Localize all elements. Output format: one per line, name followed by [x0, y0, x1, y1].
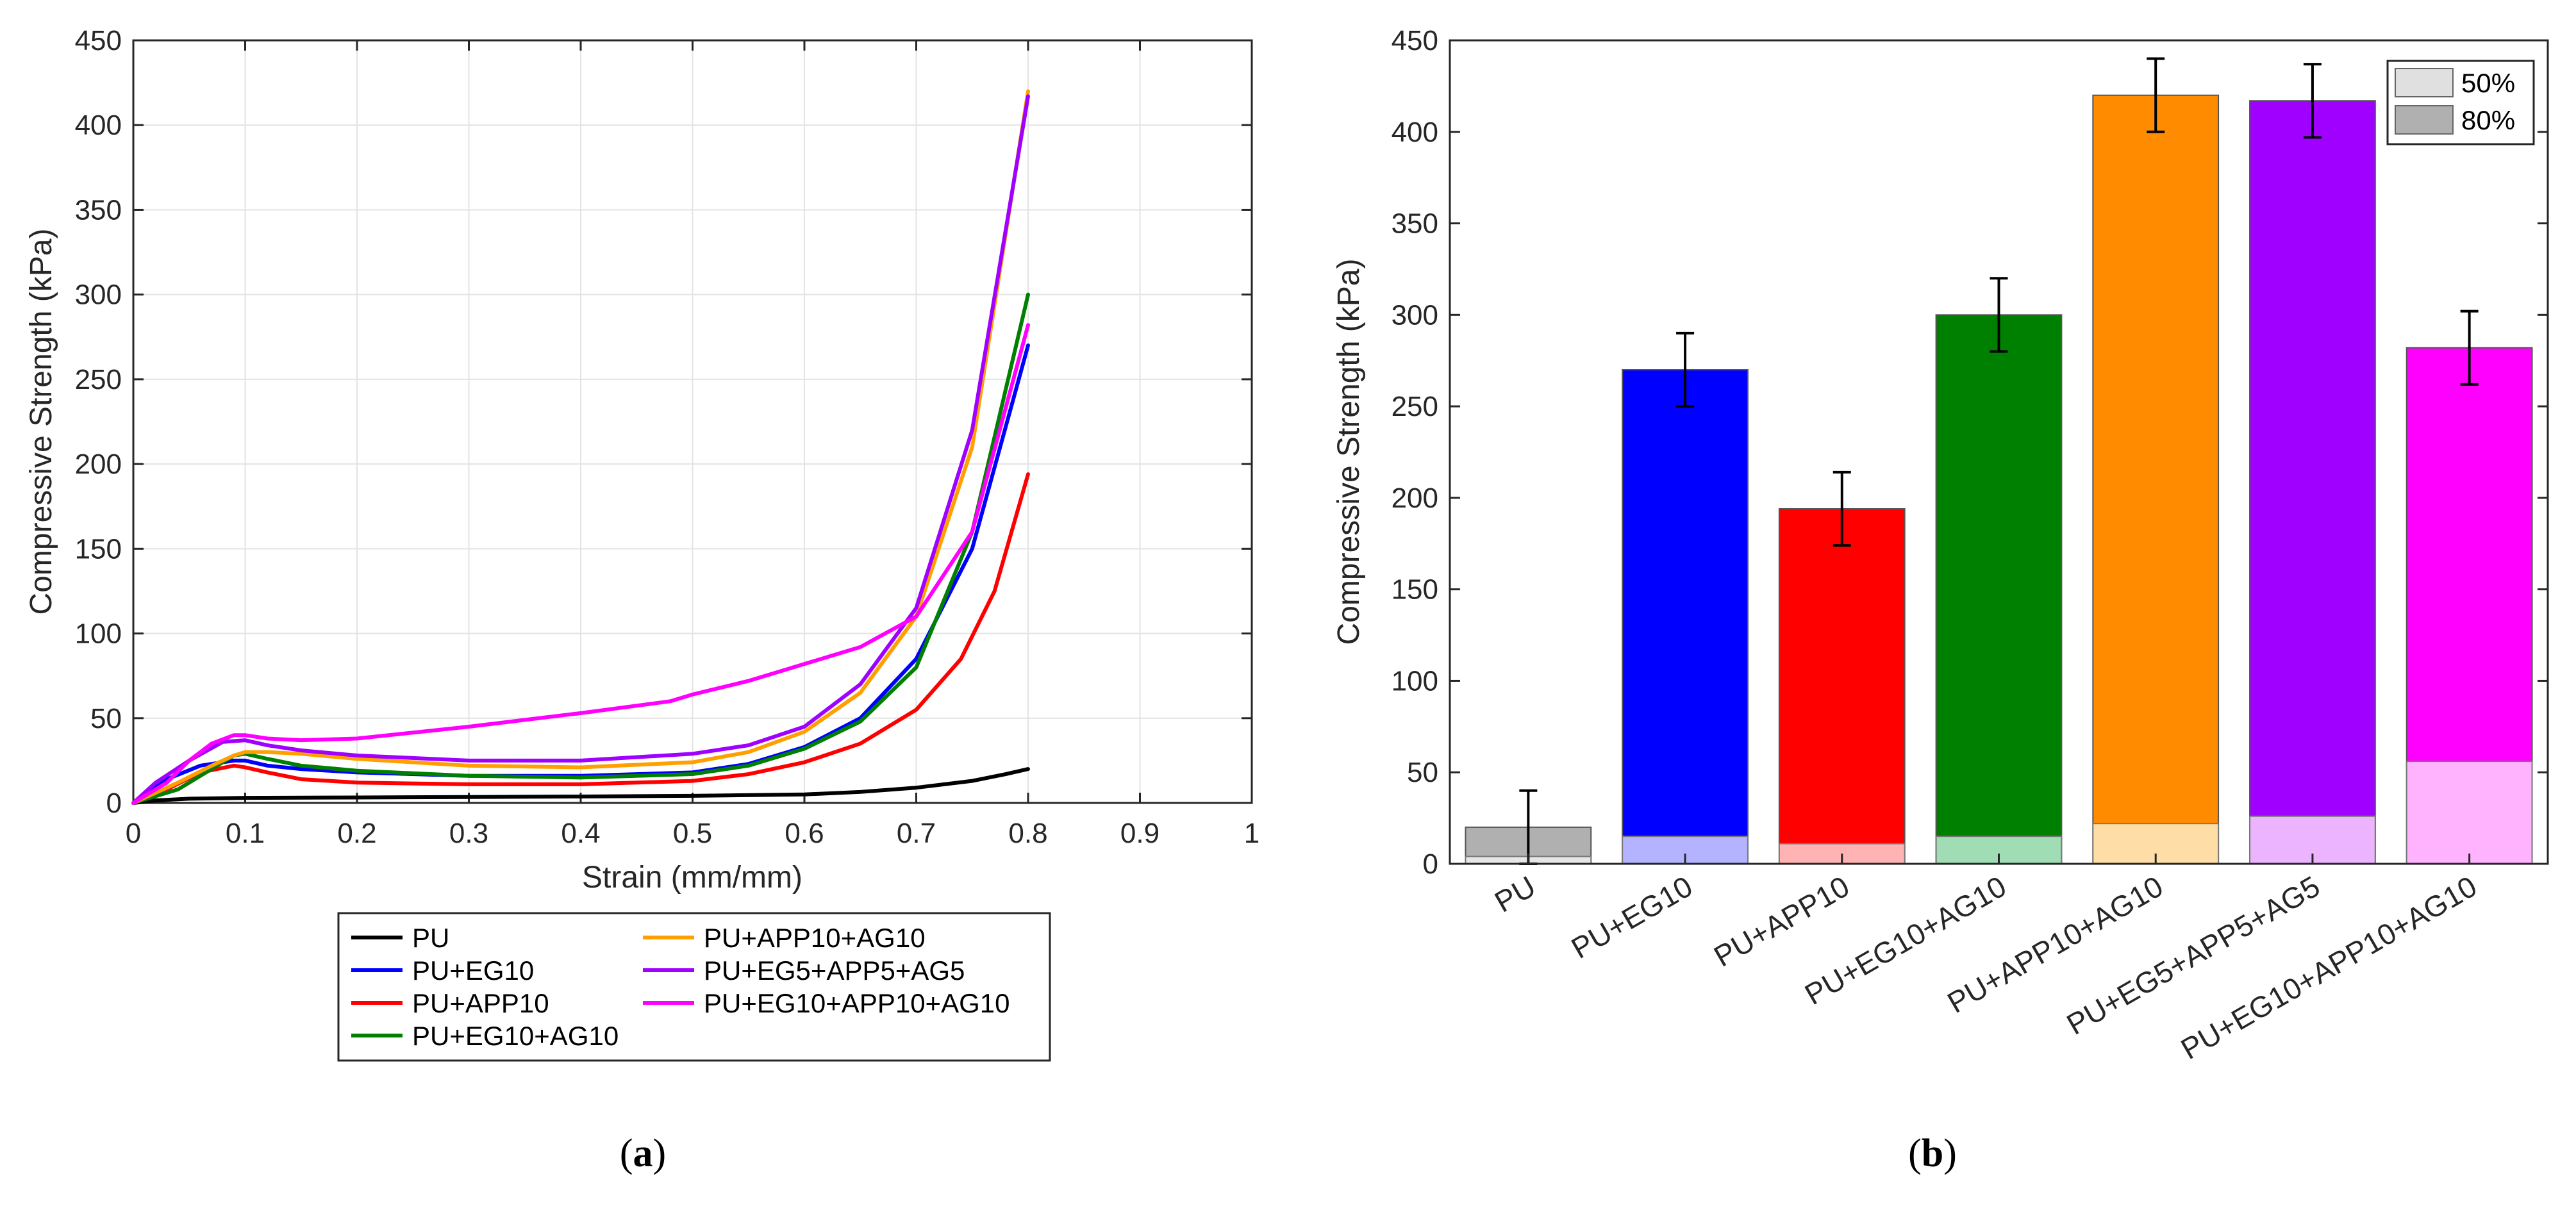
a-y-tick-label: 400	[75, 110, 122, 141]
b-y-tick-label: 250	[1392, 391, 1438, 422]
a-x-tick-label: 0.9	[1120, 818, 1159, 849]
a-legend-label: PU+APP10	[412, 988, 549, 1018]
b-y-tick-label: 150	[1392, 574, 1438, 606]
panel-a-label-letter: a	[633, 1132, 653, 1175]
a-y-tick-label: 150	[75, 533, 122, 565]
b-bar-80	[2249, 100, 2376, 865]
b-bars	[1465, 94, 2533, 865]
b-y-axis-label: Compressive Strength (kPa)	[1332, 259, 1366, 645]
a-x-tick-label: 0.8	[1008, 818, 1047, 849]
panel-a-label-close: )	[653, 1132, 667, 1175]
b-y-tick-label: 100	[1392, 665, 1438, 697]
line-chart-panel-a: 0 0.1 0.2 0.3 0.4 0.5 0.6 0.7 0.8 0.9 1 0 50 100 150 2…	[24, 25, 1259, 1175]
b-bar-80	[1935, 314, 2063, 865]
a-legend-label: PU+EG10	[412, 955, 534, 986]
a-legend-label: PU+APP10+AG10	[704, 923, 926, 953]
b-x-tick-label: PU+APP10	[1708, 870, 1855, 973]
a-x-tick-label: 0.5	[673, 818, 712, 849]
b-y-tick-label: 450	[1392, 25, 1438, 56]
b-y-tick-label: 50	[1407, 757, 1438, 788]
b-y-ticks: 0 50 100 150 200 250 300 350 400 450	[1392, 25, 2548, 880]
a-y-axis-label: Compressive Strength (kPa)	[24, 229, 58, 615]
a-y-tick-label: 250	[75, 364, 122, 395]
a-series-lines	[131, 89, 1030, 805]
a-series-line-6	[131, 323, 1030, 805]
a-x-ticks: 0 0.1 0.2 0.3 0.4 0.5 0.6 0.7 0.8 0.9 1	[126, 40, 1259, 849]
panel-a-label: (a)	[620, 1132, 666, 1175]
b-y-tick-label: 0	[1423, 848, 1438, 880]
a-series-line-5	[131, 94, 1030, 805]
panel-b-label-letter: b	[1922, 1132, 1943, 1175]
a-series-line-2	[131, 472, 1030, 805]
panel-b-label: (b)	[1908, 1132, 1957, 1175]
a-series-line-0	[131, 767, 1030, 805]
b-y-tick-label: 350	[1392, 208, 1438, 240]
a-grid	[133, 40, 1252, 804]
a-series-line-4	[131, 89, 1030, 805]
a-y-tick-label: 450	[75, 25, 122, 56]
panel-b-label-open: (	[1908, 1132, 1922, 1175]
panel-b-label-close: )	[1943, 1132, 1957, 1175]
b-y-tick-label: 400	[1392, 117, 1438, 148]
a-x-tick-label: 0.3	[449, 818, 488, 849]
b-legend-label: 50%	[2461, 68, 2515, 98]
a-y-tick-label: 100	[75, 618, 122, 650]
a-y-ticks: 0 50 100 150 200 250 300 350 400 450	[75, 25, 1252, 819]
b-legend: 50%80%	[2386, 60, 2535, 145]
a-x-tick-label: 0.4	[561, 818, 600, 849]
a-x-tick-label: 1	[1244, 818, 1259, 849]
a-legend-label: PU+EG10+AG10	[412, 1021, 619, 1051]
a-x-tick-label: 0	[126, 818, 141, 849]
b-x-tick-label: PU+EG10	[1566, 870, 1698, 965]
a-legend-label: PU+EG10+APP10+AG10	[704, 988, 1010, 1018]
b-x-ticks: PU PU+EG10 PU+APP10PU+EG10+AG10PU+APP10+AG…	[1489, 854, 2482, 1066]
b-legend-swatch	[2395, 105, 2454, 135]
b-bar-80	[1622, 369, 1749, 864]
b-x-tick-label: PU+EG10+APP10+AG10	[2175, 870, 2482, 1066]
panel-a-label-open: (	[620, 1132, 633, 1175]
b-legend-items: 50%80%	[2395, 68, 2515, 135]
a-x-tick-label: 0.7	[897, 818, 936, 849]
b-legend-label: 80%	[2461, 105, 2515, 135]
a-x-tick-label: 0.2	[337, 818, 376, 849]
b-x-tick-label: PU+EG5+APP5+AG5	[2061, 870, 2325, 1041]
b-bar-80	[2092, 94, 2220, 865]
b-y-tick-label: 200	[1392, 483, 1438, 514]
a-y-tick-label: 350	[75, 194, 122, 226]
a-y-tick-label: 300	[75, 279, 122, 311]
a-x-tick-label: 0.1	[226, 818, 265, 849]
a-y-tick-label: 0	[106, 788, 122, 819]
a-y-tick-label: 200	[75, 449, 122, 480]
b-legend-swatch	[2395, 68, 2454, 97]
b-bar-80	[1778, 508, 1906, 864]
a-x-axis-label: Strain (mm/mm)	[582, 861, 802, 895]
b-bar-50	[2406, 761, 2533, 864]
a-x-tick-label: 0.6	[785, 818, 824, 849]
b-x-tick-label: PU	[1489, 870, 1541, 919]
a-y-tick-label: 50	[90, 703, 122, 734]
a-legend-label: PU	[412, 923, 449, 953]
b-y-tick-label: 300	[1392, 299, 1438, 331]
a-legend-label: PU+EG5+APP5+AG5	[704, 955, 965, 986]
